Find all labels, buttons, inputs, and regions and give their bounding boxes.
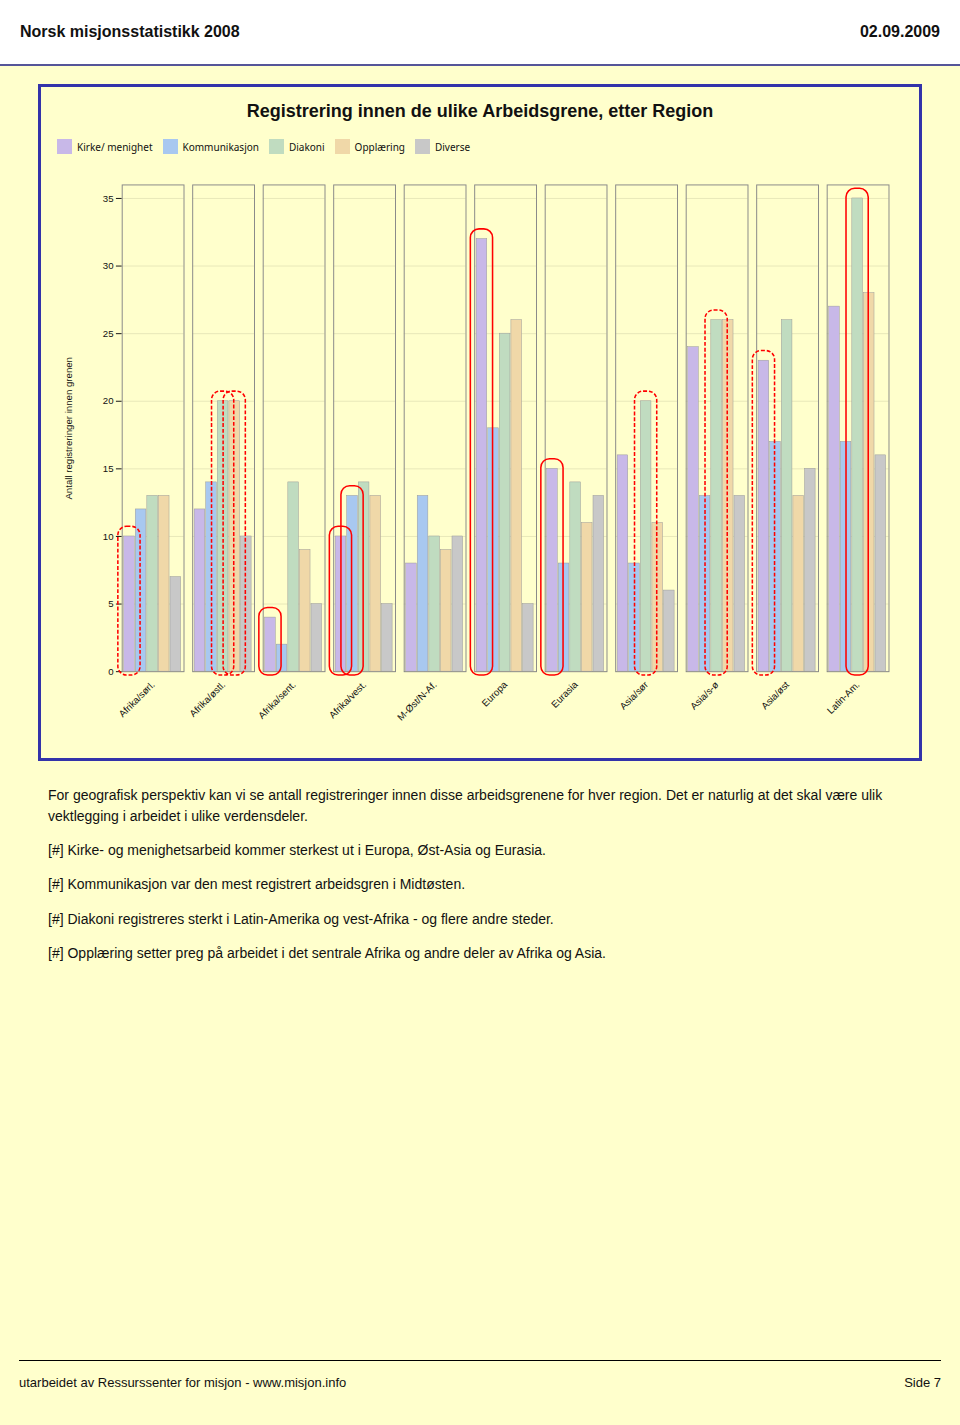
html-text:Side 7: Side 7 bbox=[904, 1375, 941, 1390]
html-text:02.09.2009: 02.09.2009 bbox=[859, 23, 940, 40]
svg-text:10: 10 bbox=[103, 531, 114, 542]
html-text:Norsk misjonsstatistikk 2008: Norsk misjonsstatistikk 2008 bbox=[20, 23, 240, 40]
svg-text:35: 35 bbox=[103, 193, 114, 204]
svg-text:Afrika/sørl.: Afrika/sørl. bbox=[116, 679, 156, 719]
html-text:utarbeidet av Ressurssenter fo: utarbeidet av Ressurssenter for misjon -… bbox=[19, 1375, 347, 1390]
html-text:Kirke/ menighet: Kirke/ menighet bbox=[77, 139, 153, 154]
svg-text:Afrika/vest.: Afrika/vest. bbox=[327, 679, 368, 720]
html-text:[#] Opplæring setter preg på a: [#] Opplæring setter preg på arbeidet i … bbox=[48, 944, 606, 961]
svg-text:15: 15 bbox=[103, 463, 114, 474]
html-text:Diakoni: Diakoni bbox=[289, 139, 325, 154]
svg-text:M-Øst/N-Af.: M-Øst/N-Af. bbox=[395, 679, 439, 723]
svg-text:Latin-Am.: Latin-Am. bbox=[825, 679, 862, 716]
html-text:[#] Kommunikasjon var den mest: [#] Kommunikasjon var den mest registrer… bbox=[48, 876, 466, 893]
html-text:For geografisk perspektiv kan: For geografisk perspektiv kan vi se anta… bbox=[48, 787, 883, 824]
svg-text:20: 20 bbox=[103, 395, 114, 406]
svg-text:Eurasia: Eurasia bbox=[549, 678, 580, 709]
svg-text:Asia/øst: Asia/øst bbox=[759, 679, 792, 712]
html-text:Registrering innen de ulike Ar: Registrering innen de ulike Arbeidsgrene… bbox=[246, 101, 714, 121]
svg-text:Afrika/sent.: Afrika/sent. bbox=[256, 679, 298, 721]
svg-text:Antall registreringer innen gr: Antall registreringer innen grenen bbox=[63, 357, 74, 500]
html-text:Opplæring: Opplæring bbox=[354, 139, 405, 154]
html-text:Diverse: Diverse bbox=[435, 139, 471, 154]
svg-text:30: 30 bbox=[103, 260, 114, 271]
html-text:Kommunikasjon: Kommunikasjon bbox=[182, 139, 259, 154]
svg-text:Europa: Europa bbox=[479, 678, 509, 708]
svg-text:Afrika/østl.: Afrika/østl. bbox=[187, 679, 227, 719]
svg-text:5: 5 bbox=[108, 598, 113, 609]
html-text:[#] Kirke- og menighetsarbeid: [#] Kirke- og menighetsarbeid kommer ste… bbox=[48, 842, 546, 858]
svg-text:Asia/s-ø: Asia/s-ø bbox=[688, 679, 721, 712]
svg-text:Asia/sør: Asia/sør bbox=[617, 678, 650, 711]
html-text:[#] Diakoni registreres sterkt: [#] Diakoni registreres sterkt i Latin-A… bbox=[48, 910, 554, 927]
svg-text:0: 0 bbox=[108, 666, 113, 677]
svg-text:25: 25 bbox=[103, 328, 114, 339]
